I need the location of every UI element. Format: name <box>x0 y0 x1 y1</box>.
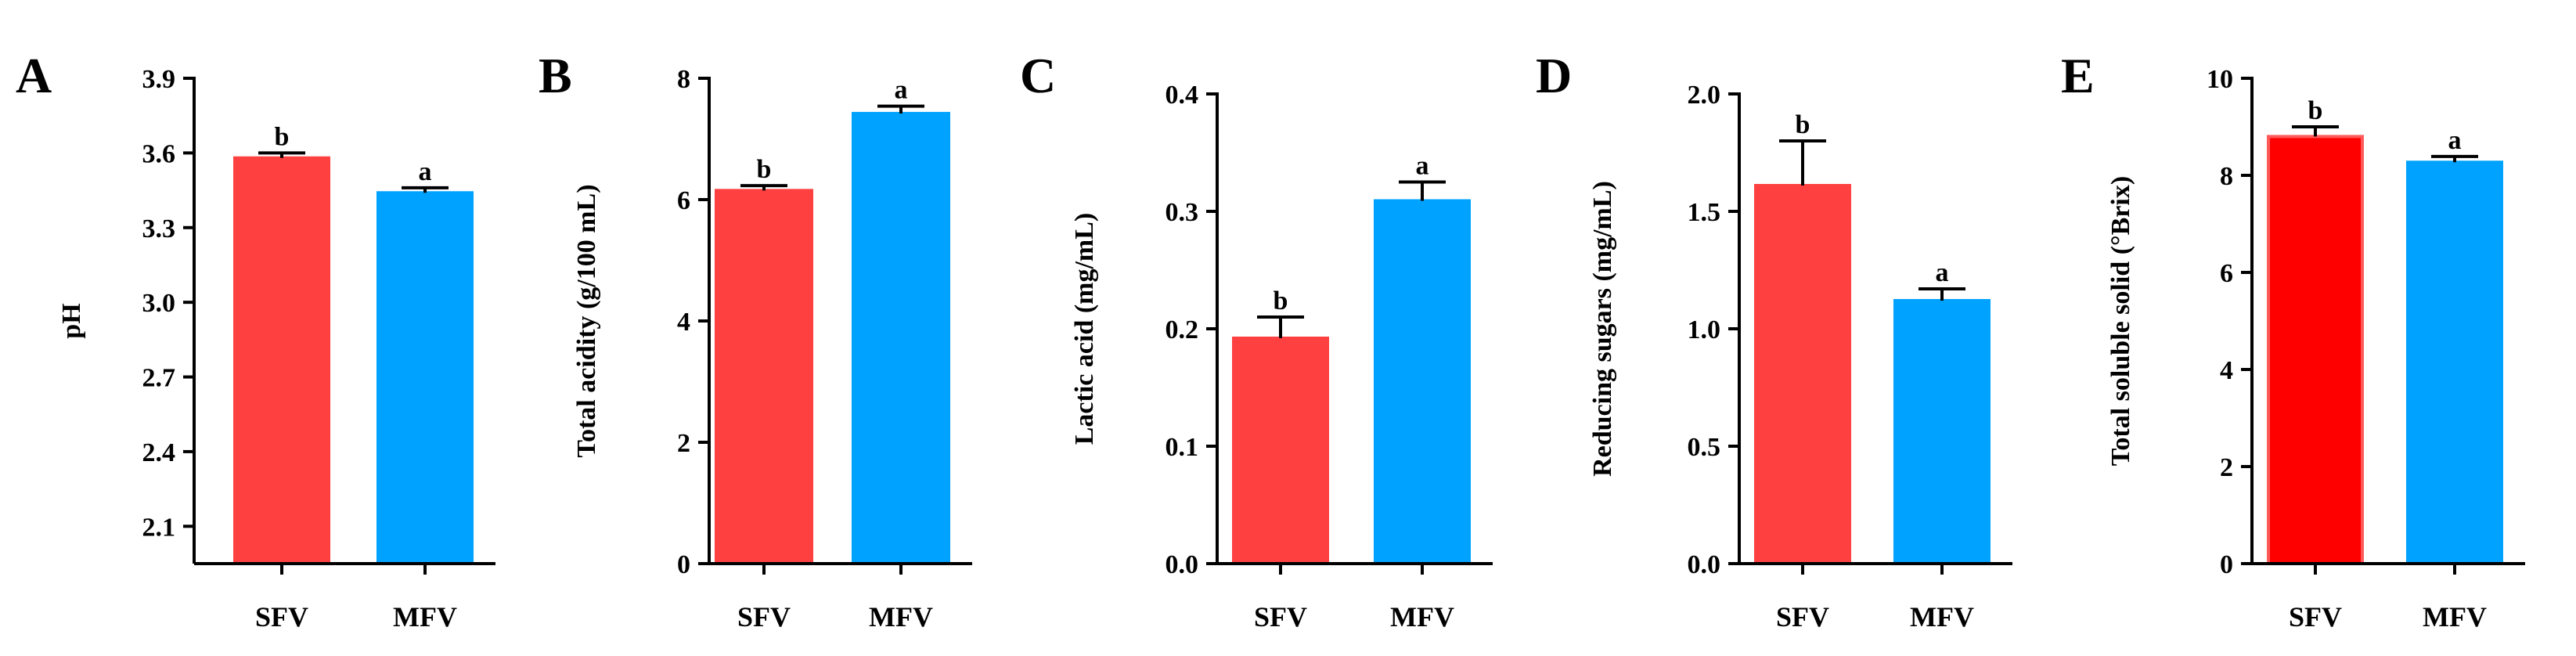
y-axis-label: pH <box>57 303 86 338</box>
x-tick-label: MFV <box>393 601 457 633</box>
bar-sfv <box>715 189 813 565</box>
significance-letter: b <box>2308 96 2323 125</box>
significance-letter: a <box>1936 258 1949 287</box>
x-tick-label: MFV <box>1390 601 1454 633</box>
y-tick-label: 2.1 <box>142 513 176 542</box>
y-tick-label: 3.0 <box>142 289 176 318</box>
panel-letter: D <box>1536 48 1572 103</box>
panel-letter: B <box>539 48 572 103</box>
y-tick-label: 6 <box>2220 259 2233 288</box>
y-axis-label: Reducing sugars (mg/mL) <box>1588 181 1617 477</box>
x-tick-label: SFV <box>1776 601 1829 633</box>
y-tick-label: 4 <box>2220 356 2233 385</box>
x-tick-label: MFV <box>2423 601 2487 633</box>
y-tick-label: 8 <box>2220 162 2233 191</box>
y-tick-label: 3.3 <box>142 214 176 243</box>
chart-panel-b: B Total acidity (g/100 mL) b SFV a MFV 0 2 4 6 8 <box>539 48 972 633</box>
y-tick-label: 0.0 <box>1166 550 1199 579</box>
y-tick-label: 4 <box>677 308 690 337</box>
y-tick-label: 10 <box>2207 65 2233 94</box>
y-tick-label: 2 <box>2220 453 2233 482</box>
bar-mfv <box>1374 199 1471 565</box>
chart-panel-d: D Reducing sugars (mg/mL) b SFV a MFV 0.0 0.5 1.… <box>1536 48 2012 633</box>
panel-letter: C <box>1020 48 1056 103</box>
y-axis-label: Total acidity (g/100 mL) <box>572 184 601 457</box>
bar-sfv <box>233 156 330 565</box>
y-tick-label: 2.7 <box>142 364 176 393</box>
y-tick-label: 0.0 <box>1688 550 1721 579</box>
y-axis-label: Lactic acid (mg/mL) <box>1070 213 1099 445</box>
y-tick-label: 8 <box>677 65 690 94</box>
panel-letter: A <box>16 48 52 103</box>
y-tick-label: 1.5 <box>1688 198 1721 227</box>
bar-mfv <box>2406 160 2503 565</box>
significance-letter: b <box>757 155 772 184</box>
chart-panel-c: C Lactic acid (mg/mL) b SFV a MFV 0.0 0.1 0.2 0.3… <box>1020 48 1493 633</box>
x-tick-label: SFV <box>255 601 308 633</box>
y-tick-label: 0.2 <box>1166 315 1199 344</box>
bar-sfv <box>2267 135 2364 565</box>
bar-mfv <box>376 191 474 565</box>
y-axis-label: Total soluble solid (°Brix) <box>2106 176 2135 466</box>
chart-panel-e: E Total soluble solid (°Brix) b SFV a MFV 0 2 4 6… <box>2061 48 2525 633</box>
y-tick-label: 2.4 <box>142 438 176 467</box>
y-tick-label: 0.5 <box>1688 433 1721 462</box>
significance-letter: a <box>1416 152 1429 181</box>
y-tick-label: 3.9 <box>142 65 176 94</box>
y-tick-label: 0.4 <box>1166 81 1199 110</box>
x-tick-label: MFV <box>1910 601 1974 633</box>
significance-letter: a <box>419 157 432 186</box>
y-tick-label: 0 <box>677 550 690 579</box>
y-tick-label: 6 <box>677 186 690 215</box>
bar-sfv <box>1754 184 1851 565</box>
significance-letter: b <box>275 122 290 151</box>
y-tick-label: 2.0 <box>1688 81 1721 110</box>
x-tick-label: MFV <box>869 601 933 633</box>
x-tick-label: SFV <box>737 601 791 633</box>
significance-letter: a <box>895 76 908 105</box>
bar-mfv <box>852 111 950 565</box>
significance-letter: a <box>2448 126 2462 155</box>
x-tick-label: SFV <box>2289 601 2342 633</box>
panel-letter: E <box>2061 48 2095 103</box>
y-tick-label: 0.1 <box>1166 433 1199 462</box>
bar-mfv <box>1893 299 1991 565</box>
y-tick-label: 1.0 <box>1688 315 1721 344</box>
significance-letter: b <box>1274 287 1288 315</box>
bar-sfv <box>1232 337 1329 565</box>
y-tick-label: 0.3 <box>1166 198 1199 227</box>
chart-panel-a: ApH b SFV a MFV 2.1 2.4 2.7 3.0 3.3 3.6 3.9 <box>16 48 495 633</box>
significance-letter: b <box>1796 110 1810 139</box>
y-tick-label: 2 <box>677 429 690 458</box>
y-tick-label: 3.6 <box>142 139 176 168</box>
y-tick-label: 0 <box>2220 550 2233 579</box>
x-tick-label: SFV <box>1254 601 1307 633</box>
